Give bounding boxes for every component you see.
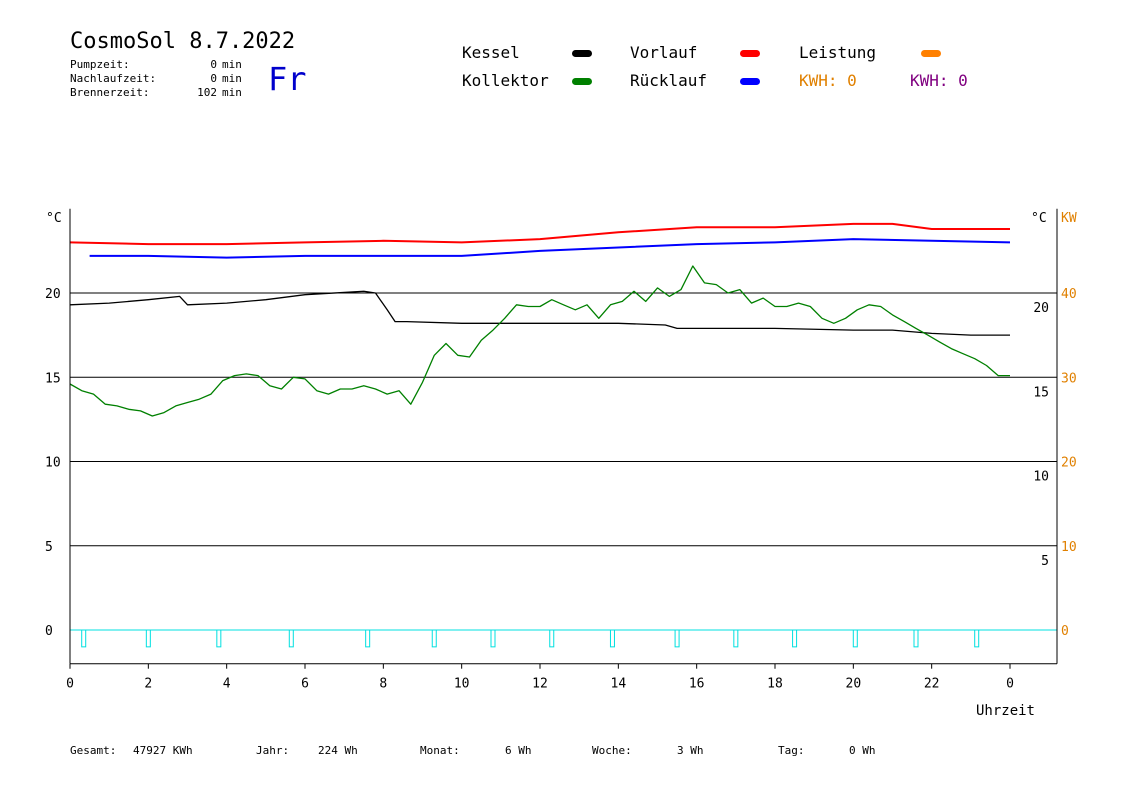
brennerzeit-value: 102 xyxy=(197,86,217,99)
footer-tag-label: Tag: xyxy=(778,744,805,757)
pump-pulse xyxy=(974,629,980,648)
y-left-tick-label: 15 xyxy=(45,371,61,386)
legend-kwh-brenner: KWH: 0 xyxy=(910,71,968,90)
legend-kollektor-label: Kollektor xyxy=(462,71,549,90)
legend-leistung-label: Leistung xyxy=(799,43,877,62)
footer-jahr-label: Jahr: xyxy=(256,744,290,757)
y-right-tick-label: 10 xyxy=(1033,470,1049,485)
legend-kessel-swatch xyxy=(572,50,592,57)
y-right-tick-label: 15 xyxy=(1033,385,1049,400)
x-tick-label: 22 xyxy=(924,677,940,692)
y-kw-tick-label: 20 xyxy=(1061,456,1077,471)
pump-pulse xyxy=(549,629,555,648)
footer-woche-value: 3 Wh xyxy=(677,744,704,757)
series-ruecklauf-line xyxy=(89,238,1011,259)
pumpzeit-unit: min xyxy=(222,58,242,71)
nachlaufzeit-value: 0 xyxy=(210,72,217,85)
brennerzeit-row: Brennerzeit: 102 min xyxy=(70,86,242,99)
y-kw-tick-label: 30 xyxy=(1061,371,1077,386)
y-kw-unit: KW xyxy=(1061,211,1077,226)
legend-kwh-solar: KWH: 0 xyxy=(799,71,857,90)
pumpzeit-row: Pumpzeit: 0 min xyxy=(70,58,242,71)
chart-title: CosmoSol 8.7.2022 xyxy=(70,29,296,54)
y-left-tick-label: 10 xyxy=(45,456,61,471)
y-right-tick-label: 20 xyxy=(1033,301,1049,316)
x-tick-label: 14 xyxy=(611,677,627,692)
pump-pulse xyxy=(288,629,294,648)
y-right-tick-label: 5 xyxy=(1041,554,1049,569)
footer-jahr-value: 224 Wh xyxy=(318,744,358,757)
pump-pulse xyxy=(431,629,437,648)
x-tick-label: 20 xyxy=(846,677,862,692)
nachlaufzeit-unit: min xyxy=(222,72,242,85)
nachlaufzeit-row: Nachlaufzeit: 0 min xyxy=(70,72,242,85)
y-kw-tick-label: 10 xyxy=(1061,540,1077,555)
x-tick-label: 0 xyxy=(1006,677,1014,692)
footer-monat-label: Monat: xyxy=(420,744,460,757)
pump-pulse xyxy=(674,629,680,648)
x-tick-label: 10 xyxy=(454,677,470,692)
footer-monat-value: 6 Wh xyxy=(505,744,532,757)
x-tick-label: 18 xyxy=(767,677,783,692)
x-tick-label: 0 xyxy=(66,677,74,692)
brennerzeit-label: Brennerzeit: xyxy=(70,86,150,99)
legend-ruecklauf-swatch xyxy=(740,78,760,85)
footer-gesamt-label: Gesamt: xyxy=(70,744,117,757)
pumpzeit-value: 0 xyxy=(210,58,217,71)
y-left-unit: °C xyxy=(46,211,62,226)
pump-pulse xyxy=(81,629,87,648)
x-tick-label: 16 xyxy=(689,677,705,692)
series-layer xyxy=(69,222,1011,648)
pumpzeit-label: Pumpzeit: xyxy=(70,58,130,71)
legend-ruecklauf-label: Rücklauf xyxy=(630,71,708,90)
x-tick-label: 12 xyxy=(532,677,548,692)
series-vorlauf-line xyxy=(69,222,1010,246)
x-tick-label: 2 xyxy=(144,677,152,692)
series-kessel-line xyxy=(69,290,1010,336)
legend-vorlauf-swatch xyxy=(740,50,760,57)
pump-pulse xyxy=(216,629,222,648)
pump-pulse xyxy=(145,629,151,648)
x-tick-label: 4 xyxy=(223,677,231,692)
footer-gesamt-value: 47927 KWh xyxy=(133,744,193,757)
weekday-label: Fr xyxy=(268,60,307,98)
pump-pulse xyxy=(609,629,615,648)
legend-kollektor-swatch xyxy=(572,78,592,85)
legend-kessel-label: Kessel xyxy=(462,43,520,62)
pump-pulse xyxy=(913,629,919,648)
axis-layer: 0 2 4 6 8 10 12 14 16 18 20 22 0 Uhrzeit °C 0 5 10 15 20 °C 5… xyxy=(45,208,1077,719)
y-kw-tick-label: 0 xyxy=(1061,624,1069,639)
pump-pulse xyxy=(852,629,858,648)
grid-layer xyxy=(70,292,1057,631)
pump-pulse xyxy=(733,629,739,648)
x-tick-label: 6 xyxy=(301,677,309,692)
x-tick-label: 8 xyxy=(379,677,387,692)
series-kollektor-line xyxy=(69,265,1010,417)
brennerzeit-unit: min xyxy=(222,86,242,99)
y-left-tick-label: 5 xyxy=(45,540,53,555)
y-left-tick-label: 20 xyxy=(45,287,61,302)
y-kw-tick-label: 40 xyxy=(1061,287,1077,302)
pump-pulse xyxy=(490,629,496,648)
nachlaufzeit-label: Nachlaufzeit: xyxy=(70,72,157,85)
x-axis-title: Uhrzeit xyxy=(976,703,1035,719)
legend-leistung-swatch xyxy=(921,50,941,57)
legend-vorlauf-label: Vorlauf xyxy=(630,43,698,62)
footer-woche-label: Woche: xyxy=(592,744,632,757)
y-left-tick-label: 0 xyxy=(45,624,53,639)
pump-pulse xyxy=(792,629,798,648)
y-right-unit: °C xyxy=(1031,211,1047,226)
pump-pulse xyxy=(365,629,371,648)
footer-tag-value: 0 Wh xyxy=(849,744,876,757)
